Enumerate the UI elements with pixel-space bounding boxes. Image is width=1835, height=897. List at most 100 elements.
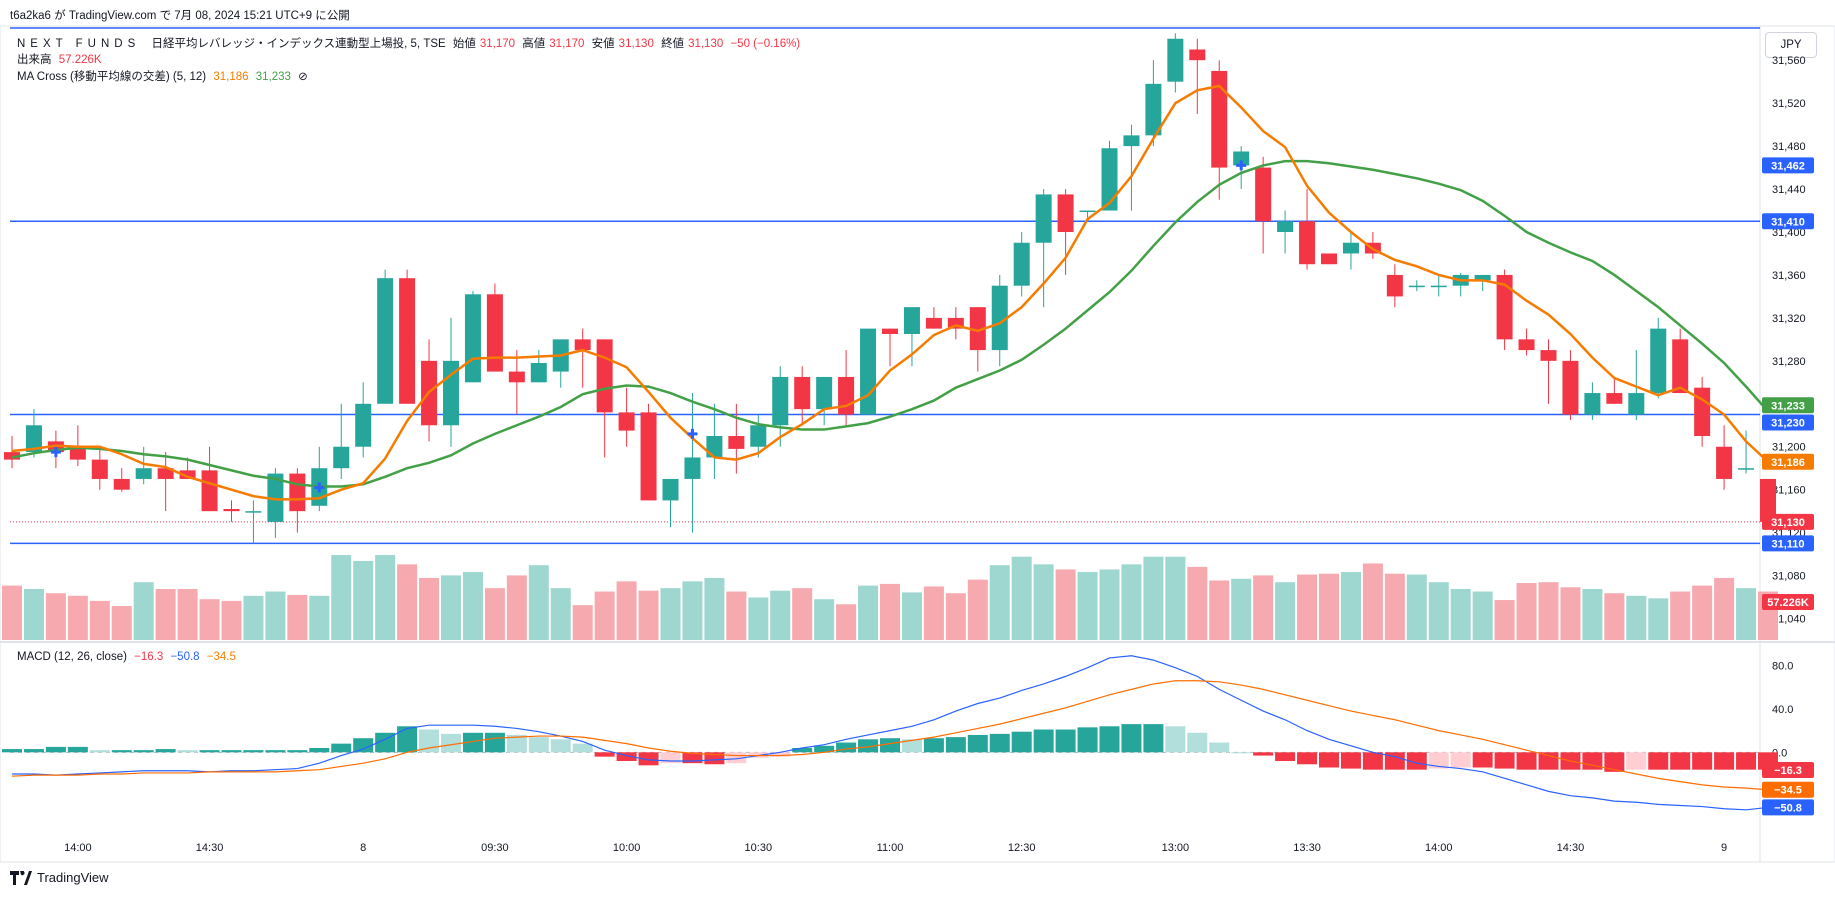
volume-tag-text: 57.226K xyxy=(1767,597,1809,609)
candle-body xyxy=(1079,210,1096,213)
volume-bar xyxy=(1626,595,1647,640)
macd-signal-line xyxy=(11,680,1769,791)
volume-bar xyxy=(177,589,198,640)
macd-tag-bg xyxy=(1762,761,1814,778)
ma-cross-marker xyxy=(687,428,698,439)
volume-bar xyxy=(858,585,879,640)
macd-histogram-bar xyxy=(1121,724,1142,753)
macd-histogram-bar xyxy=(1319,752,1339,768)
price-tag: 31,230 xyxy=(1762,414,1814,431)
volume-legend[interactable]: 出来高 57.226K xyxy=(17,51,106,67)
price-tag: 31,130 xyxy=(1762,513,1814,530)
open-value: 31,170 xyxy=(479,38,516,50)
macd-histogram-bar xyxy=(770,752,791,757)
volume-bar xyxy=(1604,593,1625,640)
candle-body xyxy=(640,412,657,501)
volume-bar xyxy=(1494,600,1515,640)
macd-histogram-bar xyxy=(814,745,835,753)
macd-histogram-bar xyxy=(1384,752,1405,770)
macd-histogram-bar xyxy=(638,752,659,766)
macd-histogram-bar xyxy=(726,752,747,764)
volume-bar xyxy=(265,591,286,640)
macd-hist-value: −16.3 xyxy=(134,651,164,663)
time-tick-label: 14:30 xyxy=(196,842,224,854)
volume-bar xyxy=(1077,572,1098,640)
macd-histogram-bar xyxy=(45,746,66,753)
macd-histogram-bar xyxy=(616,752,637,761)
high-value: 31,170 xyxy=(549,38,585,50)
volume-bar xyxy=(419,577,440,640)
price-tag-bg xyxy=(1762,414,1814,431)
price-tick-label: 31,560 xyxy=(1772,55,1806,67)
volume-bar xyxy=(397,564,418,640)
low-value: 31,130 xyxy=(618,38,654,50)
candle-body xyxy=(1277,221,1294,232)
candle-body xyxy=(530,362,547,383)
price-tick-label: 31,400 xyxy=(1772,227,1806,239)
volume-bar xyxy=(1033,564,1054,640)
close-label: 終値 xyxy=(661,38,685,50)
candle-body xyxy=(4,452,20,460)
macd-histogram-bar xyxy=(1626,752,1647,770)
volume-bar xyxy=(1231,578,1252,640)
macd-histogram-bar xyxy=(462,732,483,753)
price-tag-bg xyxy=(1762,157,1814,174)
candle-body xyxy=(684,457,701,479)
time-tick-label: 9 xyxy=(1721,842,1727,854)
price-tag-text: 31,110 xyxy=(1771,538,1804,550)
candle-body xyxy=(91,459,108,479)
macd-histogram-bar xyxy=(880,738,900,753)
candle-body xyxy=(69,446,86,460)
candle-body xyxy=(179,470,196,479)
volume-bar xyxy=(1582,589,1603,640)
change-value: −50 (−0.16%) xyxy=(730,38,801,50)
volume-bar xyxy=(1428,582,1449,640)
candle-body xyxy=(355,403,372,447)
hidden-eye-icon[interactable]: ⊘ xyxy=(298,71,308,83)
volume-bar xyxy=(155,589,176,640)
symbol-ticker[interactable]: NEXT FUNDS xyxy=(17,38,141,50)
candle-body xyxy=(925,317,942,329)
volume-bar xyxy=(1450,589,1471,640)
macd-histogram-bar xyxy=(67,746,88,753)
macd-histogram-bar xyxy=(792,747,813,753)
ma-cross-legend[interactable]: MA Cross (移動平均線の交差) (5, 12) 31,186 31,23… xyxy=(17,68,312,84)
candle-body xyxy=(289,473,306,512)
macd-histogram-bar xyxy=(1055,729,1076,753)
volume-bar xyxy=(199,599,220,640)
price-tag: 31,462 xyxy=(1762,157,1814,174)
volume-bar xyxy=(726,591,747,640)
macd-histogram-bar xyxy=(287,750,308,753)
macd-histogram-bar xyxy=(836,742,857,753)
macd-histogram-bar xyxy=(177,750,198,753)
macd-histogram-bar xyxy=(1077,727,1098,753)
volume-bar xyxy=(616,581,637,640)
volume-bar xyxy=(1692,585,1713,640)
macd-histogram-bar xyxy=(1362,752,1383,770)
candle-body xyxy=(1167,38,1184,82)
macd-histogram-bar xyxy=(419,729,440,753)
volume-bar xyxy=(1384,573,1405,640)
currency-button[interactable]: JPY xyxy=(1765,32,1817,58)
macd-histogram-bar xyxy=(309,747,330,753)
macd-histogram-bar xyxy=(89,750,110,753)
price-tick-label: 31,080 xyxy=(1772,571,1806,583)
volume-bar xyxy=(880,583,900,640)
volume-bar xyxy=(1319,573,1339,640)
macd-histogram-bar xyxy=(1604,752,1625,772)
macd-histogram-bar xyxy=(243,750,264,753)
volume-bar xyxy=(1472,591,1493,640)
volume-bar xyxy=(441,575,461,640)
volume-bar xyxy=(704,577,725,640)
volume-bar xyxy=(901,592,922,640)
volume-bar xyxy=(1538,582,1559,640)
price-tag: 31,410 xyxy=(1762,213,1814,230)
candle-body xyxy=(1606,393,1623,404)
macd-histogram-bar xyxy=(1275,752,1296,761)
price-tag: 31,110 xyxy=(1762,535,1814,552)
price-tick-label: 31,160 xyxy=(1772,485,1806,497)
macd-legend[interactable]: MACD (12, 26, close) −16.3 −50.8 −34.5 xyxy=(17,651,240,663)
candle-body xyxy=(486,294,503,372)
price-tick-label: 31,040 xyxy=(1772,614,1806,626)
